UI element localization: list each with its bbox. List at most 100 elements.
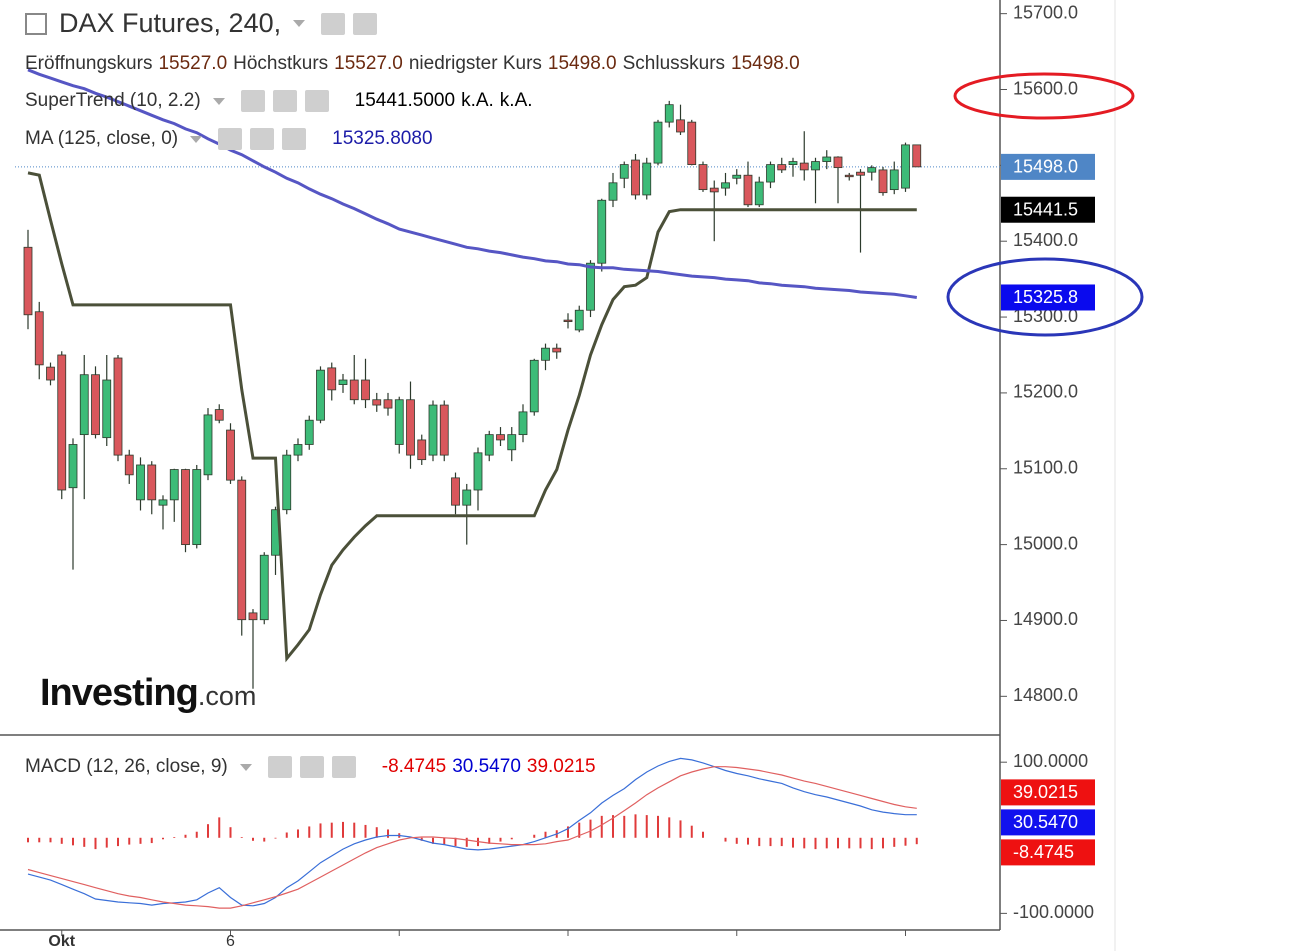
macd-legend: MACD (12, 26, close, 9) -8.4745 30.5470 … — [25, 756, 596, 778]
value-badge — [1001, 809, 1095, 836]
value-badge-label: -8.4745 — [1013, 842, 1074, 862]
dropdown[interactable] — [190, 135, 203, 143]
y-tick-label: 15600.0 — [1013, 78, 1078, 98]
gear-icon[interactable] — [353, 12, 378, 35]
candle-body — [316, 369, 325, 421]
ohlc-label: Höchstkurs — [233, 53, 329, 74]
eye-icon[interactable] — [267, 756, 292, 778]
candle-body — [563, 319, 573, 323]
legend-value: 39.0215 — [526, 756, 596, 777]
candle-body — [687, 121, 697, 165]
candle-body — [451, 477, 460, 506]
logo-name: Investing — [40, 672, 199, 714]
value-badge — [1001, 196, 1095, 223]
macd-line — [27, 766, 917, 909]
logo: Investing.com — [40, 672, 256, 715]
dropdown[interactable] — [212, 97, 225, 105]
eye-icon[interactable] — [240, 90, 265, 112]
candle-body — [91, 374, 100, 436]
ma-legend: MA (125, close, 0) 15325.8080 — [25, 128, 433, 150]
dropdown[interactable] — [293, 20, 306, 27]
candle-body — [181, 469, 190, 546]
y-tick-label: 14900.0 — [1013, 609, 1078, 629]
y-tick-label: 14800.0 — [1013, 685, 1078, 705]
y-tick-label: 15100.0 — [1013, 458, 1078, 478]
value-badge-label: 30.5470 — [1013, 812, 1078, 832]
candle-body — [23, 246, 33, 316]
candle-body — [777, 164, 787, 171]
candle-body — [338, 379, 348, 385]
candle-body — [664, 104, 674, 123]
candle-body — [912, 144, 922, 168]
candle-body — [293, 444, 303, 456]
gear-icon[interactable] — [250, 128, 275, 150]
candle-body — [428, 404, 438, 456]
candle-body — [653, 121, 663, 164]
candle-body — [383, 399, 393, 409]
indicator-line — [27, 68, 918, 299]
y-tick-label: 15200.0 — [1013, 382, 1078, 402]
candle-body — [169, 469, 179, 501]
close-icon[interactable] — [282, 128, 307, 150]
value-badge-label: 15498.0 — [1013, 157, 1078, 177]
macd-line — [27, 757, 917, 907]
candle-body — [462, 489, 472, 506]
candle-body — [394, 399, 404, 445]
candle-body — [124, 454, 134, 476]
collapse-box[interactable] — [25, 12, 47, 35]
candle-body — [676, 119, 685, 133]
candle-body — [136, 464, 145, 501]
close-icon[interactable] — [304, 90, 329, 112]
value-badge — [1001, 839, 1095, 866]
chart-title: DAX Futures, 240, — [59, 8, 282, 38]
red-annotation-ellipse — [953, 72, 1135, 120]
value-badge-label: 15441.5 — [1013, 199, 1078, 219]
ohlc-label: Schlusskurs — [622, 53, 726, 74]
y-tick-label: 15000.0 — [1013, 533, 1078, 553]
y-tick-label: 15700.0 — [1013, 2, 1078, 22]
candle-body — [248, 612, 258, 621]
dropdown[interactable] — [239, 763, 252, 771]
candle-body — [473, 452, 483, 491]
candle-body — [34, 311, 44, 366]
legend-value: k.A. — [461, 90, 494, 111]
candle-body — [214, 409, 224, 421]
gear-icon[interactable] — [272, 90, 297, 112]
candle-body — [754, 181, 764, 206]
candle-body — [867, 167, 877, 173]
candle-body — [79, 374, 89, 436]
legend-name: SuperTrend (10, 2.2) — [25, 90, 201, 111]
candle-body — [878, 169, 888, 194]
candle-body — [113, 357, 123, 456]
gear-icon[interactable] — [299, 756, 324, 778]
value-badge — [1001, 779, 1095, 806]
close-icon[interactable] — [331, 756, 356, 778]
ohlc-value: 15498.0 — [731, 53, 800, 74]
candle-body — [833, 156, 843, 169]
ohlc-value: 15498.0 — [547, 53, 617, 74]
blue-annotation-ellipse — [946, 257, 1144, 337]
eye-icon[interactable] — [321, 12, 346, 35]
ohlc-row: Eröffnungskurs 15527.0 Höchstkurs 15527.0 … — [25, 53, 800, 75]
candle-body — [507, 434, 517, 451]
eye-icon[interactable] — [218, 128, 243, 150]
candle-body — [642, 162, 652, 196]
candle-body — [901, 144, 910, 189]
candle-body — [158, 499, 168, 506]
candle-body — [417, 439, 427, 461]
candle-body — [597, 199, 607, 264]
candle-body — [822, 156, 832, 162]
candle-body — [304, 419, 314, 445]
legend-value: 30.5470 — [452, 756, 521, 777]
candle-body — [698, 164, 708, 191]
candle-body — [192, 469, 202, 546]
indicator-line — [27, 171, 917, 663]
value-badge-label: 39.0215 — [1013, 782, 1078, 802]
candle-body — [619, 164, 629, 179]
y-tick-label: 15400.0 — [1013, 230, 1078, 250]
candle-body — [844, 174, 854, 178]
candle-body — [856, 171, 865, 176]
candle-body — [608, 182, 618, 201]
